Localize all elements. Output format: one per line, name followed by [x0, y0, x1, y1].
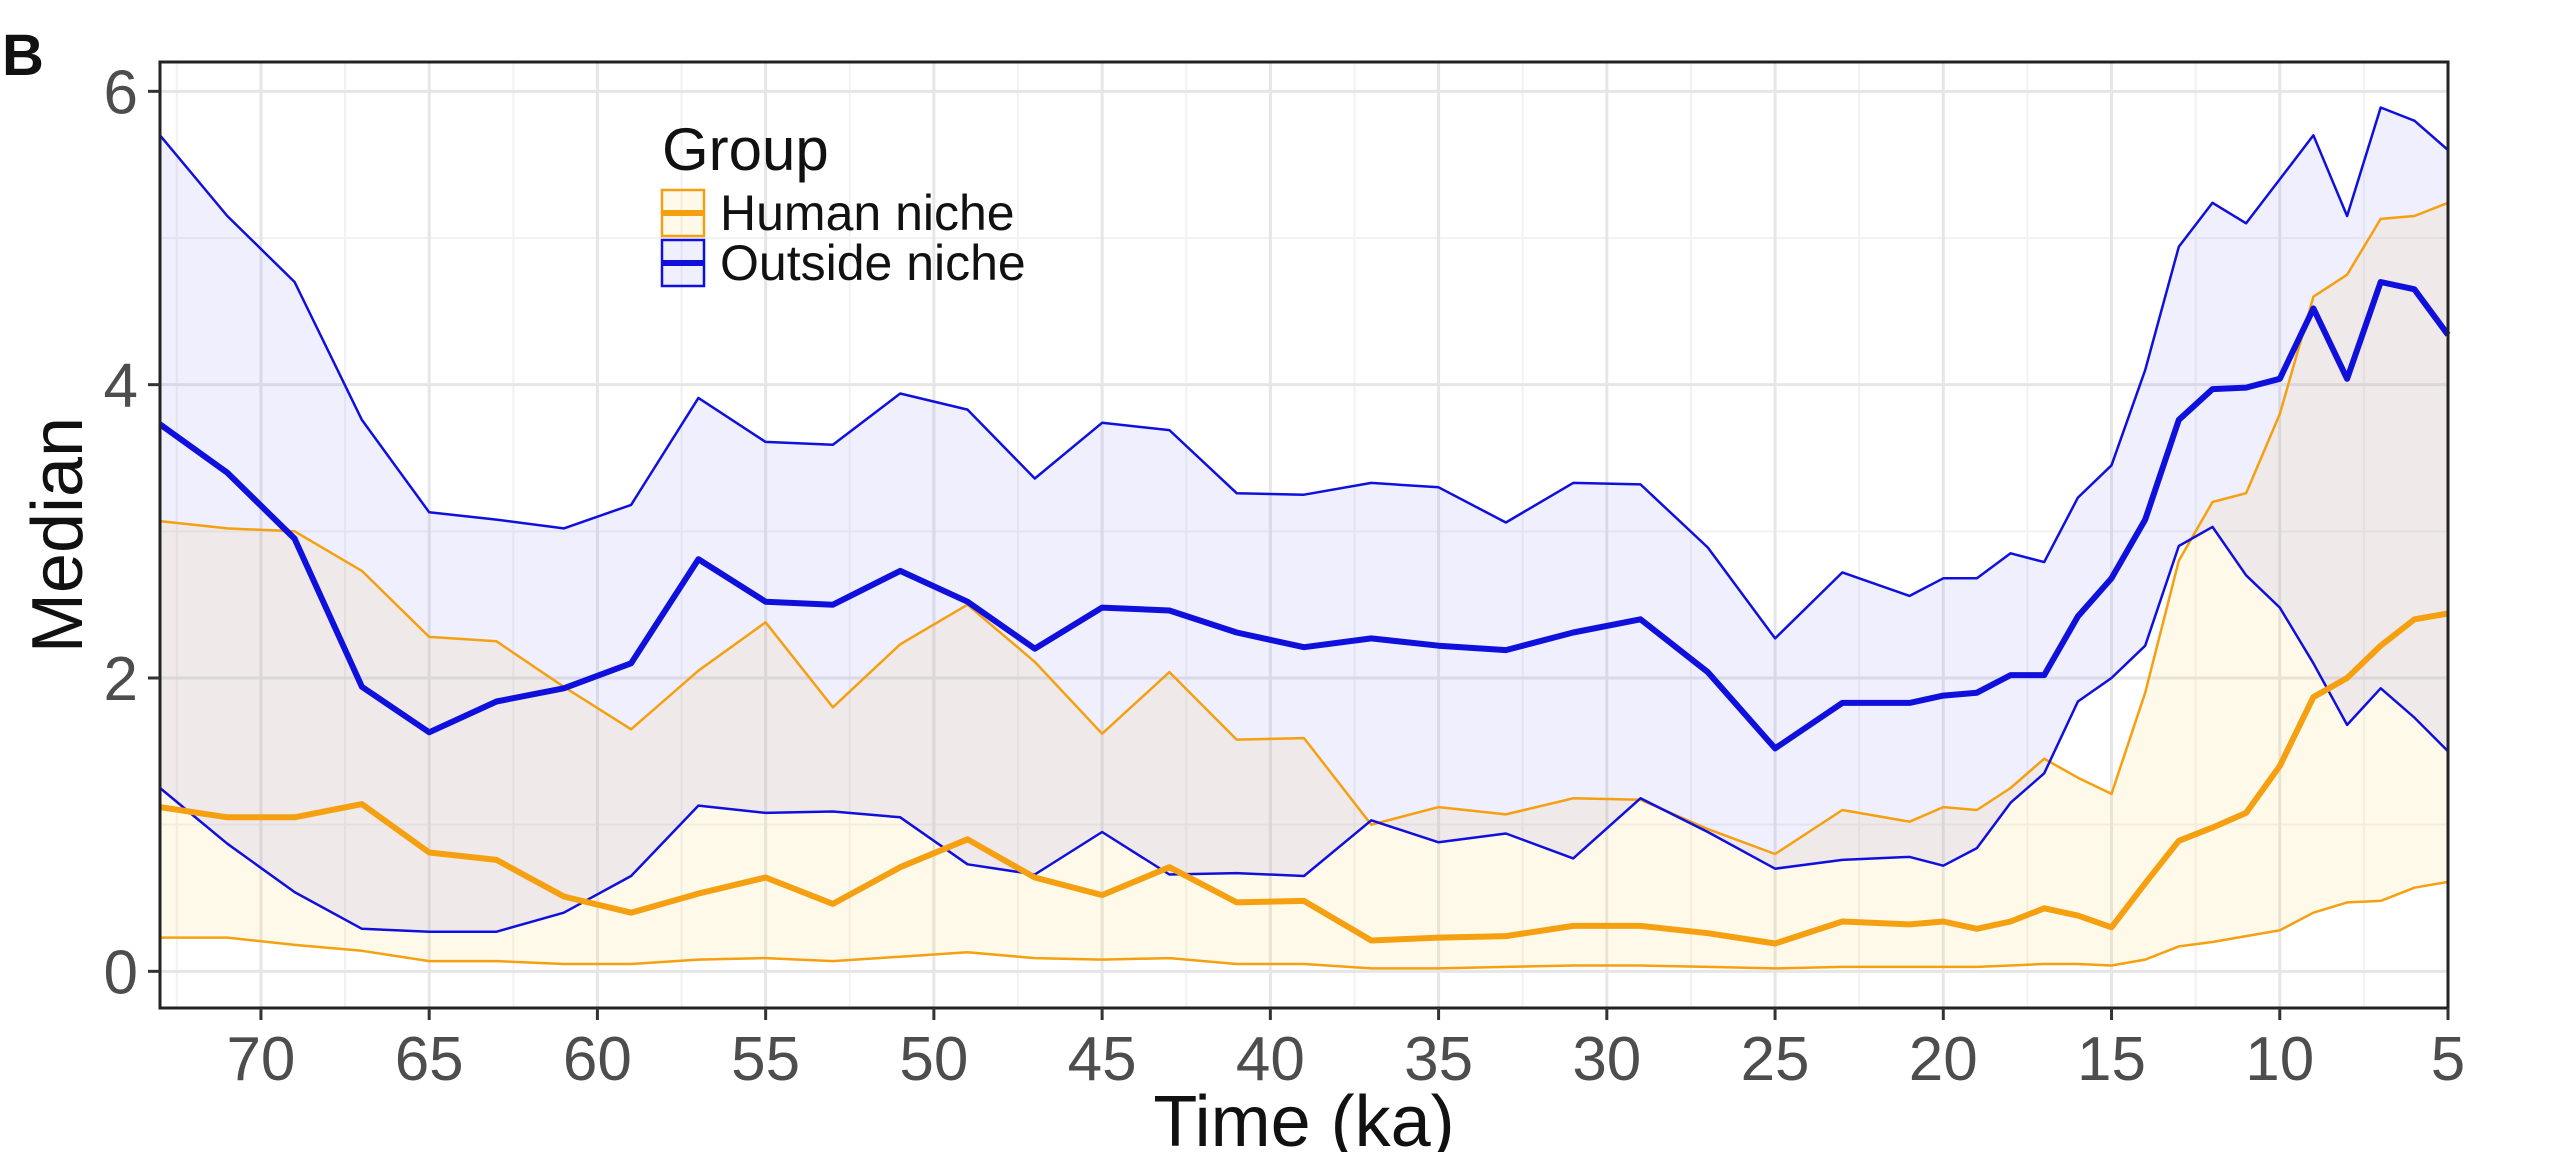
x-tick-label: 5 [2431, 1025, 2465, 1094]
ribbon-0 [160, 202, 2448, 969]
x-tick-label: 65 [395, 1025, 464, 1094]
x-tick-label: 35 [1404, 1025, 1473, 1094]
legend-label: Human niche [720, 185, 1015, 241]
series-lines [158, 106, 2451, 970]
upper-bound-line-1 [159, 106, 2449, 640]
minor-gridlines [160, 62, 2448, 1008]
y-axis-title: Median [18, 417, 98, 653]
confidence-ribbons [160, 107, 2448, 969]
x-tick-label: 30 [1572, 1025, 1641, 1094]
lower-bound-line-0 [160, 880, 2449, 970]
x-tick-label: 20 [1909, 1025, 1978, 1094]
x-axis-title: Time (ka) [1153, 1082, 1454, 1152]
x-tick-label: 70 [226, 1025, 295, 1094]
legend-label: Outside niche [720, 235, 1026, 291]
panel-label: B [2, 23, 44, 88]
y-axis-ticks: 0 2 4 6 [104, 58, 160, 1007]
x-axis-ticks: 70 65 60 55 50 45 40 35 30 25 20 15 10 5 [226, 1008, 2465, 1094]
y-tick-label: 0 [104, 938, 138, 1007]
y-tick-label: 6 [104, 58, 138, 127]
x-tick-label: 45 [1068, 1025, 1137, 1094]
legend-title: Group [662, 116, 829, 183]
median-line-1 [158, 279, 2451, 752]
lower-bound-line-1 [159, 525, 2449, 933]
median-line-0 [159, 610, 2449, 947]
y-tick-label: 2 [104, 645, 138, 714]
x-tick-label: 10 [2245, 1025, 2314, 1094]
x-tick-label: 15 [2077, 1025, 2146, 1094]
x-tick-label: 55 [731, 1025, 800, 1094]
x-tick-label: 25 [1741, 1025, 1810, 1094]
x-tick-label: 60 [563, 1025, 632, 1094]
ribbon-1 [160, 107, 2448, 932]
x-tick-label: 40 [1236, 1025, 1305, 1094]
x-tick-label: 50 [899, 1025, 968, 1094]
y-tick-label: 4 [104, 352, 138, 421]
plot-border [158, 60, 2450, 1010]
upper-bound-line-0 [159, 201, 2449, 856]
